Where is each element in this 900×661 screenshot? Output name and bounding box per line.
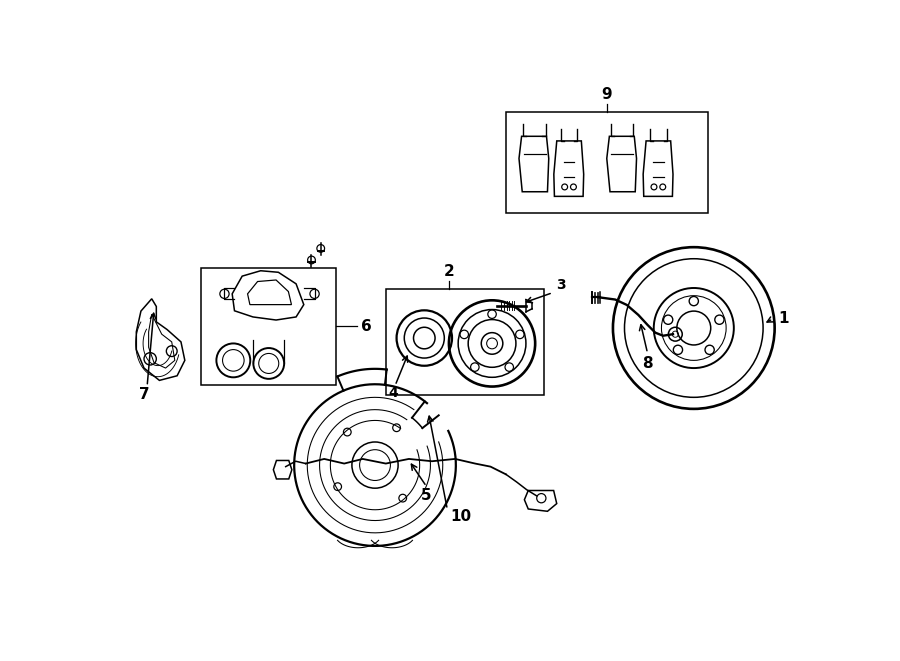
Text: 1: 1 [778,311,789,327]
Text: 10: 10 [451,509,472,524]
Bar [201,268,336,385]
Text: 5: 5 [421,488,432,504]
Text: 4: 4 [389,387,399,401]
Text: 7: 7 [139,387,149,402]
Bar [506,112,707,214]
Text: 3: 3 [556,278,565,292]
Text: 8: 8 [643,356,652,371]
Text: 9: 9 [601,87,612,102]
Text: 6: 6 [361,319,372,334]
Text: 2: 2 [444,264,454,280]
Bar [386,289,544,395]
